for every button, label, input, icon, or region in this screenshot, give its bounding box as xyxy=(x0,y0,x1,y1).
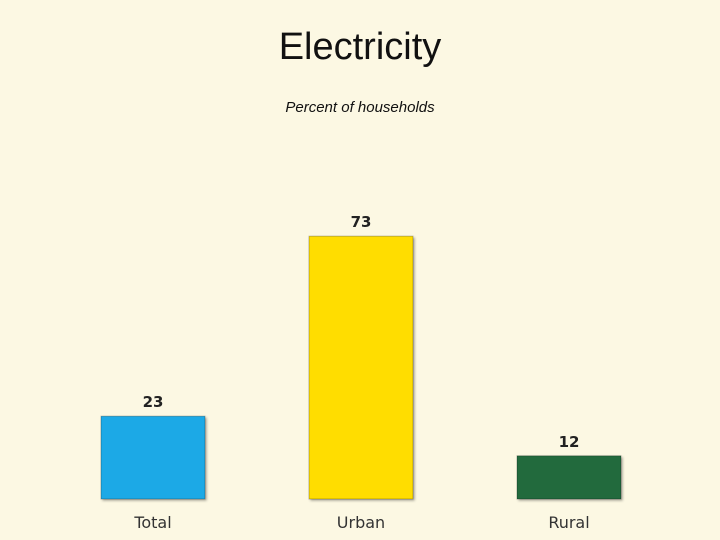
category-label-rural: Rural xyxy=(548,513,589,532)
data-label-urban: 73 xyxy=(351,213,372,231)
bar-rural xyxy=(516,455,622,500)
data-label-total: 23 xyxy=(143,393,164,411)
bar-urban xyxy=(308,235,414,500)
chart-subtitle: Percent of households xyxy=(285,99,435,116)
bar-total xyxy=(100,415,206,500)
category-label-total: Total xyxy=(133,513,171,532)
chart-title: Electricity xyxy=(278,26,442,68)
data-label-rural: 12 xyxy=(559,433,580,451)
bars-group: 23 Total 73 Urban 12 Rural xyxy=(100,213,622,532)
category-label-urban: Urban xyxy=(337,513,385,532)
